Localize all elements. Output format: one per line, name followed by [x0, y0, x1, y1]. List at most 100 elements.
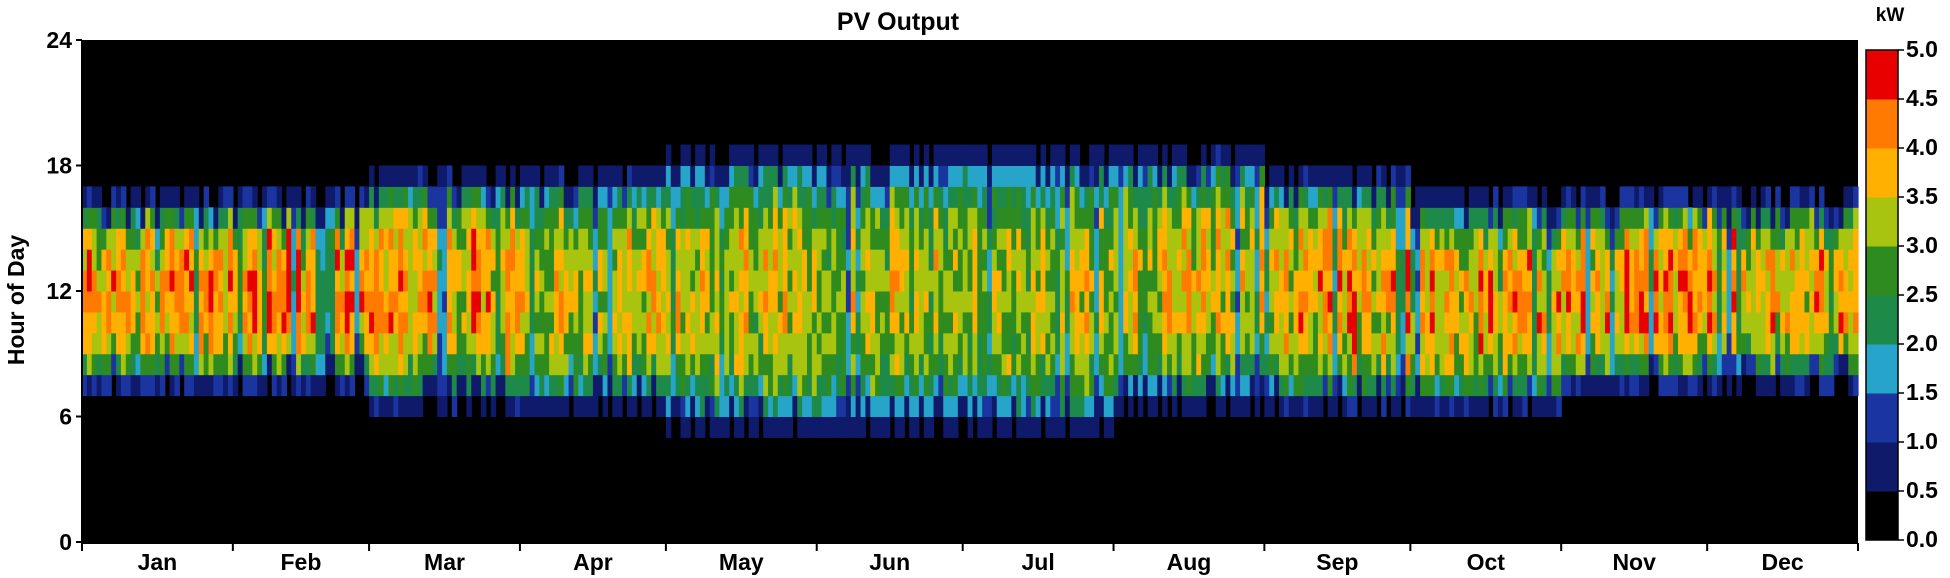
- heat-cell: [646, 353, 652, 376]
- heat-cell: [96, 270, 103, 292]
- heat-cell: [82, 207, 88, 229]
- heat-cell: [1176, 207, 1183, 229]
- heat-cell: [948, 311, 954, 334]
- heat-cell: [962, 332, 969, 355]
- heat-cell: [120, 374, 127, 397]
- heat-cell: [1278, 165, 1285, 187]
- heat-cell: [179, 249, 185, 271]
- heat-cell: [729, 332, 735, 355]
- heat-cell: [422, 270, 429, 292]
- heat-cell: [354, 249, 360, 271]
- heat-cell: [870, 270, 876, 292]
- heat-cell: [1619, 291, 1626, 313]
- heat-cell: [680, 291, 686, 313]
- heat-cell: [490, 291, 497, 313]
- heat-cell: [1449, 249, 1455, 271]
- heat-cell: [899, 144, 905, 166]
- heat-cell: [1137, 207, 1144, 229]
- heat-cell: [1259, 165, 1265, 187]
- heat-cell: [1327, 186, 1334, 208]
- heat-cell: [918, 186, 925, 208]
- heat-cell: [1799, 291, 1806, 313]
- heat-cell: [1731, 249, 1737, 271]
- heat-cell: [388, 332, 395, 355]
- heat-cell: [1089, 249, 1095, 271]
- heat-cell: [189, 332, 195, 355]
- heat-cell: [792, 395, 798, 417]
- heat-cell: [704, 270, 711, 292]
- heat-cell: [889, 186, 896, 208]
- heat-cell: [1444, 332, 1450, 355]
- heat-cell: [1541, 395, 1548, 417]
- heat-cell: [320, 291, 326, 313]
- heat-cell: [1493, 207, 1499, 229]
- heat-cell: [1366, 332, 1373, 355]
- heat-cell: [227, 374, 234, 397]
- heat-cell: [1712, 353, 1718, 376]
- heat-cell: [1444, 374, 1450, 397]
- heat-cell: [524, 374, 531, 397]
- heat-cell: [1527, 249, 1533, 271]
- heat-cell: [1566, 207, 1572, 229]
- heat-cell: [1240, 395, 1246, 417]
- heat-cell: [1055, 144, 1061, 166]
- heat-cell: [1171, 144, 1178, 166]
- heat-cell: [1687, 311, 1694, 334]
- heat-cell: [1853, 249, 1859, 271]
- heat-cell: [1434, 207, 1441, 229]
- heat-cell: [145, 332, 151, 355]
- heat-cell: [617, 395, 623, 417]
- heat-cell: [476, 311, 482, 334]
- heat-cell: [193, 311, 200, 334]
- heat-cell: [1799, 249, 1806, 271]
- heat-cell: [403, 353, 409, 376]
- heat-cell: [656, 374, 662, 397]
- heat-cell: [198, 291, 205, 313]
- x-tick-label: Apr: [573, 549, 613, 575]
- colorbar-tick-label: 1.5: [1906, 379, 1938, 405]
- heat-cell: [116, 374, 122, 397]
- heat-cell: [1069, 291, 1076, 313]
- heat-cell: [1259, 186, 1265, 208]
- heat-cell: [1108, 416, 1115, 438]
- heat-cell: [612, 395, 618, 417]
- heat-cell: [86, 186, 93, 208]
- heat-cell: [451, 270, 458, 292]
- heat-cell: [826, 165, 832, 187]
- heat-cell: [422, 165, 429, 187]
- heat-cell: [1609, 228, 1616, 250]
- heat-cell: [534, 291, 540, 313]
- heat-cell: [471, 270, 477, 292]
- heat-cell: [193, 207, 200, 229]
- heat-cell: [242, 311, 249, 334]
- heat-cell: [724, 249, 730, 271]
- heat-cell: [889, 332, 896, 355]
- heat-cell: [1137, 249, 1144, 271]
- heat-cell: [383, 207, 390, 229]
- heat-cell: [1356, 249, 1363, 271]
- heat-cell: [1619, 374, 1626, 397]
- heat-cell: [237, 270, 244, 292]
- heat-cell: [335, 249, 341, 271]
- heat-cell: [1648, 228, 1655, 250]
- heat-cell: [797, 332, 803, 355]
- heat-cell: [787, 228, 793, 250]
- heat-cell: [972, 395, 978, 417]
- heat-cell: [159, 270, 166, 292]
- heat-cell: [1454, 374, 1460, 397]
- heat-cell: [879, 374, 886, 397]
- heat-cell: [1731, 228, 1737, 250]
- heat-cell: [772, 186, 779, 208]
- heat-cell: [159, 353, 166, 376]
- heat-cell: [135, 291, 141, 313]
- heat-cell: [690, 395, 696, 417]
- heat-cell: [378, 249, 385, 271]
- heat-cell: [1366, 228, 1373, 250]
- heat-cell: [398, 165, 404, 187]
- heat-cell: [1342, 249, 1348, 271]
- heat-cell: [1429, 186, 1436, 208]
- heat-cell: [1259, 270, 1265, 292]
- heat-cell: [597, 165, 604, 187]
- heat-cell: [826, 416, 832, 438]
- heat-cell: [417, 374, 424, 397]
